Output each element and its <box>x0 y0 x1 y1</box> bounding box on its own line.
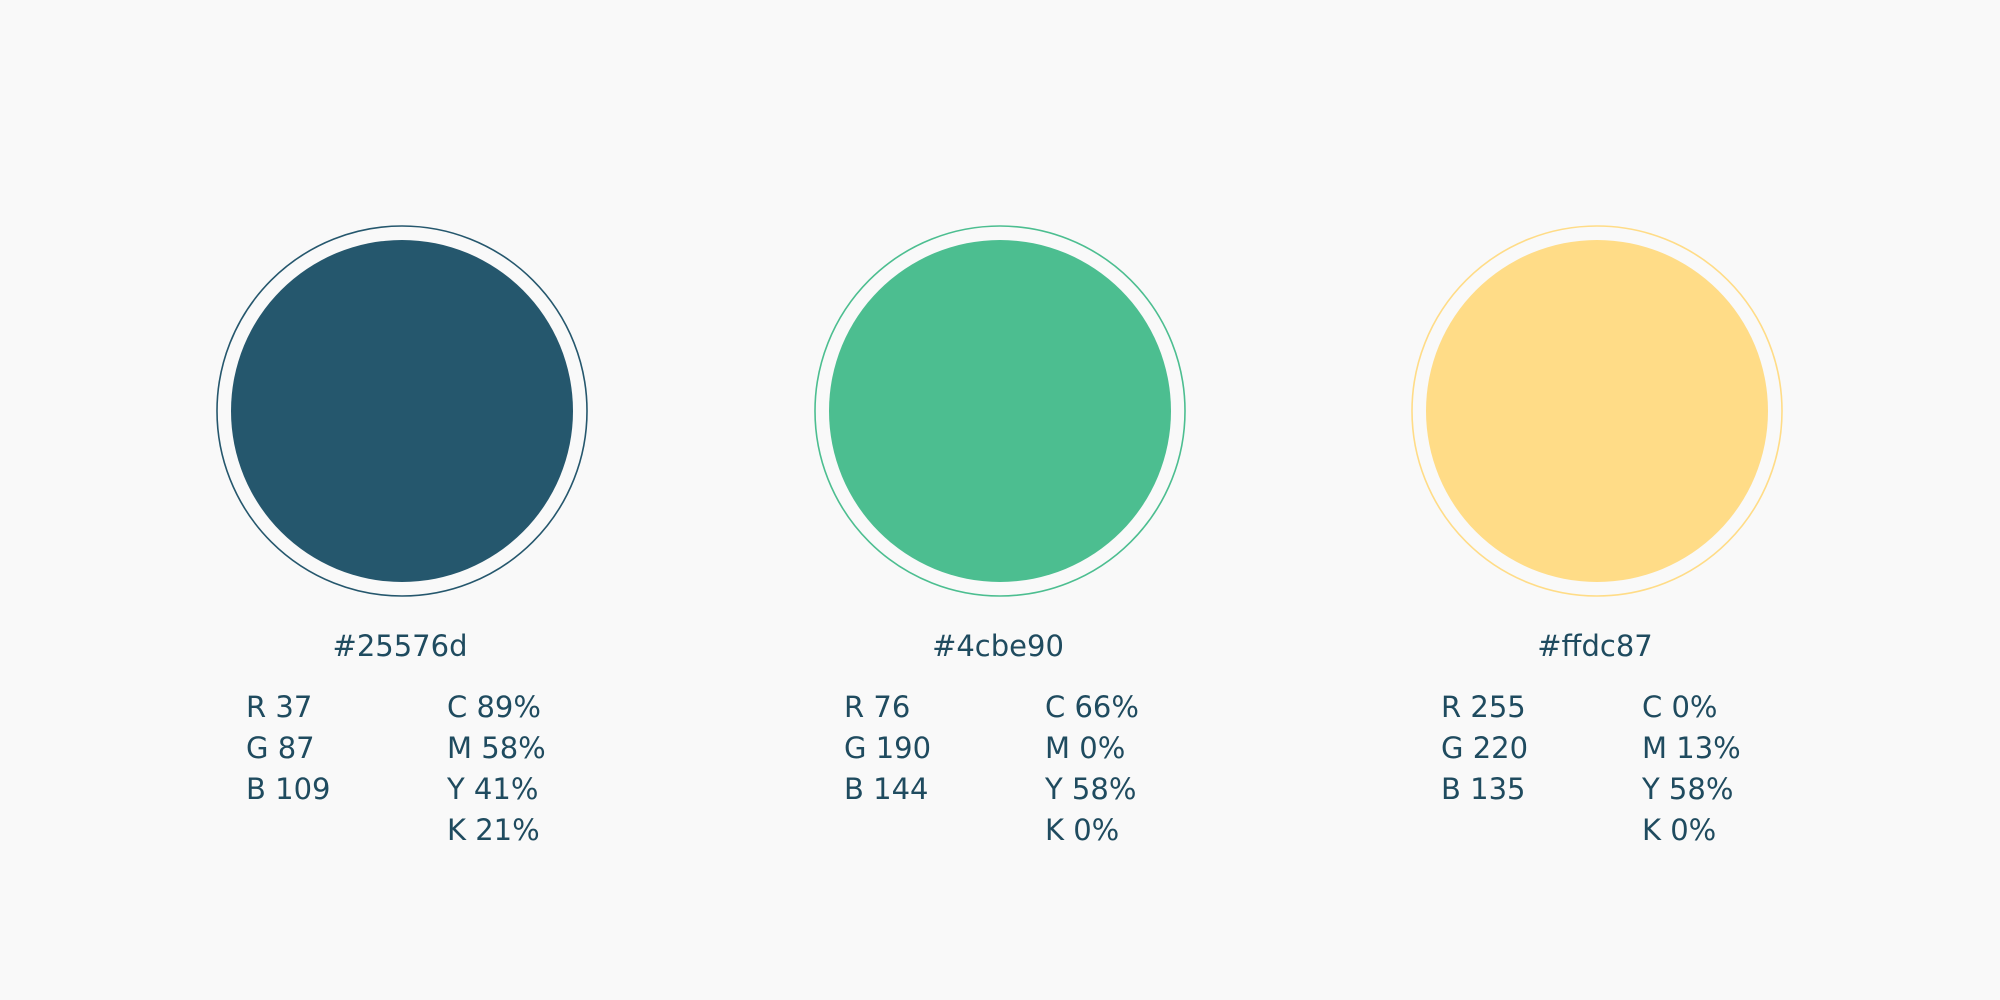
swatch <box>231 240 573 582</box>
cmyk-value: Y 58% <box>1641 772 1733 806</box>
rgb-value: G 87 <box>246 731 315 765</box>
swatch-ring <box>814 225 1186 597</box>
hex-code: #ffdc87 <box>1537 629 1653 663</box>
rgb-value: R 37 <box>246 690 312 724</box>
rgb-value: R 255 <box>1441 690 1526 724</box>
cmyk-value: Y 41% <box>446 772 538 806</box>
hex-code: #4cbe90 <box>932 629 1064 663</box>
rgb-value: B 109 <box>246 772 330 806</box>
swatch-ring <box>1411 225 1783 597</box>
rgb-value: G 190 <box>844 731 931 765</box>
cmyk-value: M 0% <box>1045 731 1125 765</box>
rgb-value: R 76 <box>844 690 910 724</box>
cmyk-value: K 0% <box>1045 813 1119 847</box>
cmyk-value: K 21% <box>447 813 540 847</box>
cmyk-value: C 0% <box>1642 690 1717 724</box>
cmyk-value: M 13% <box>1642 731 1741 765</box>
swatch-ring <box>216 225 588 597</box>
rgb-value: B 144 <box>844 772 928 806</box>
swatch <box>1426 240 1768 582</box>
cmyk-value: Y 58% <box>1044 772 1136 806</box>
cmyk-value: K 0% <box>1642 813 1716 847</box>
rgb-value: B 135 <box>1441 772 1525 806</box>
hex-code: #25576d <box>333 629 468 663</box>
cmyk-value: M 58% <box>447 731 546 765</box>
cmyk-value: C 89% <box>447 690 541 724</box>
rgb-value: G 220 <box>1441 731 1528 765</box>
swatch <box>829 240 1171 582</box>
cmyk-value: C 66% <box>1045 690 1139 724</box>
